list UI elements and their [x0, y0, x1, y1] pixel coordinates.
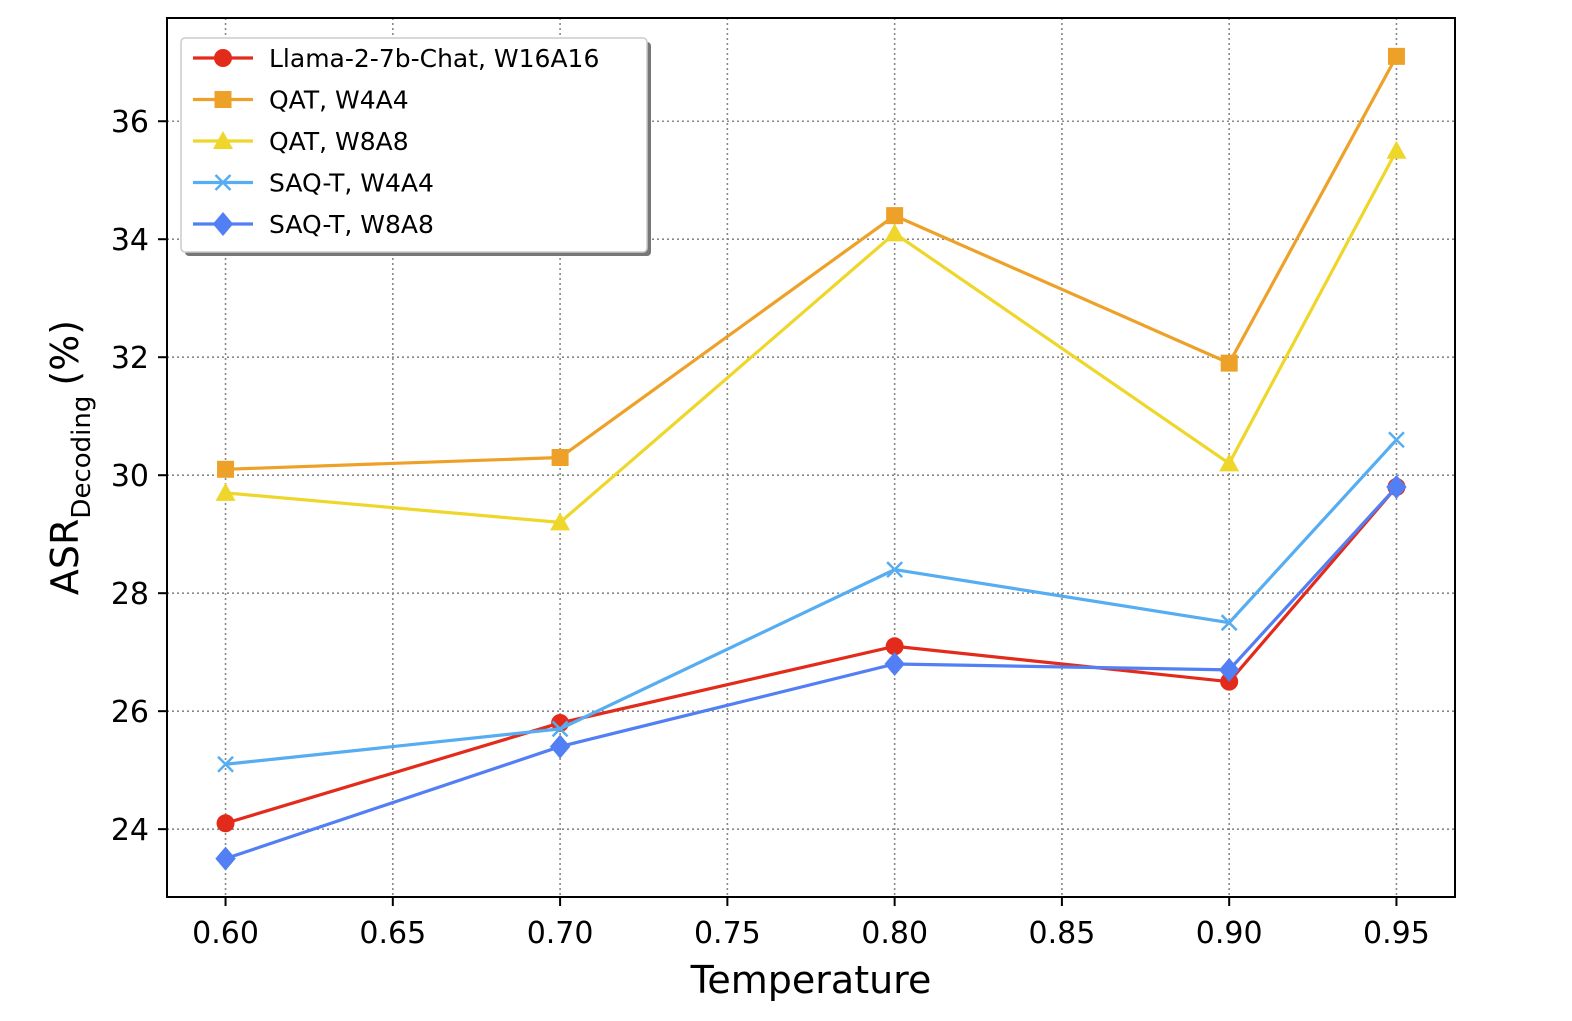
y-tick-label: 24 — [111, 813, 149, 848]
data-point — [1388, 431, 1405, 449]
legend-box — [180, 37, 648, 253]
plot-frame — [166, 17, 1456, 898]
y-axis-title-suffix: (%) — [43, 320, 87, 386]
data-point — [217, 460, 235, 478]
legend-item: Llama-2-7b-Chat, W16A16 — [193, 44, 599, 73]
legend: Llama-2-7b-Chat, W16A16 QAT, W4A4 QAT, W8A… — [180, 37, 651, 256]
legend-item: SAQ-T, W4A4 — [193, 169, 434, 198]
data-point — [1218, 657, 1240, 682]
legend-label: QAT, W8A8 — [269, 127, 409, 156]
legend-label: SAQ-T, W4A4 — [269, 169, 434, 198]
data-point — [549, 734, 571, 759]
legend-marker — [214, 174, 232, 191]
x-tick-label: 0.95 — [1363, 916, 1430, 951]
y-tick-label: 32 — [111, 341, 149, 376]
series-5 — [215, 474, 1407, 871]
data-point — [1386, 474, 1407, 499]
series-1 — [216, 477, 1406, 833]
data-point — [551, 449, 569, 466]
data-point — [215, 846, 236, 871]
y-axis-title-subscript: Decoding — [67, 396, 97, 519]
x-tick-label: 0.75 — [694, 916, 761, 951]
legend-label: Llama-2-7b-Chat, W16A16 — [269, 44, 599, 73]
data-point — [1220, 614, 1238, 632]
x-tick-label: 0.85 — [1029, 916, 1096, 951]
series-3 — [215, 140, 1407, 531]
x-tick-label: 0.65 — [359, 916, 426, 951]
series-4 — [217, 431, 1405, 773]
legend-marker — [214, 49, 232, 67]
data-point — [885, 637, 904, 656]
data-point — [884, 651, 905, 676]
legend-label: SAQ-T, W8A8 — [269, 210, 434, 239]
legend-label: QAT, W4A4 — [269, 86, 409, 115]
legend-item: QAT, W4A4 — [193, 86, 409, 115]
y-tick-label: 36 — [111, 105, 149, 140]
data-point — [1386, 140, 1407, 159]
y-axis: 24 26 28 30 32 34 36 — [111, 105, 167, 848]
data-point — [550, 512, 571, 531]
x-axis-title: Temperature — [690, 958, 932, 1002]
data-point — [884, 223, 905, 242]
legend-item: QAT, W8A8 — [193, 127, 409, 156]
series-line — [225, 485, 1398, 825]
legend-marker — [212, 212, 234, 236]
y-tick-label: 26 — [111, 695, 149, 730]
y-tick-label: 28 — [111, 577, 149, 612]
data-point — [1387, 47, 1405, 65]
y-axis-title: ASRDecoding (%) — [43, 320, 97, 595]
data-point — [1219, 453, 1240, 472]
series-line — [225, 485, 1398, 861]
data-point — [217, 755, 234, 773]
y-tick-label: 30 — [111, 459, 149, 494]
legend-marker — [213, 131, 233, 149]
series-2 — [217, 47, 1405, 478]
series-layer — [215, 47, 1407, 871]
x-tick-label: 0.80 — [861, 916, 928, 951]
x-axis: 0.60 0.65 0.70 0.75 0.80 0.85 0.90 0.95 — [192, 897, 1430, 951]
y-axis-title-main: ASR — [43, 519, 87, 596]
x-tick-label: 0.70 — [527, 916, 594, 951]
series-line — [225, 438, 1398, 766]
x-tick-label: 0.90 — [1196, 916, 1263, 951]
legend-marker — [214, 91, 232, 108]
data-point — [216, 814, 235, 833]
data-point — [215, 482, 236, 501]
data-point — [1220, 354, 1238, 372]
data-point — [886, 207, 904, 225]
x-tick-label: 0.60 — [192, 916, 259, 951]
data-point — [551, 720, 569, 738]
data-point — [886, 561, 904, 578]
legend-item: SAQ-T, W8A8 — [193, 210, 434, 239]
y-tick-label: 34 — [111, 223, 149, 258]
